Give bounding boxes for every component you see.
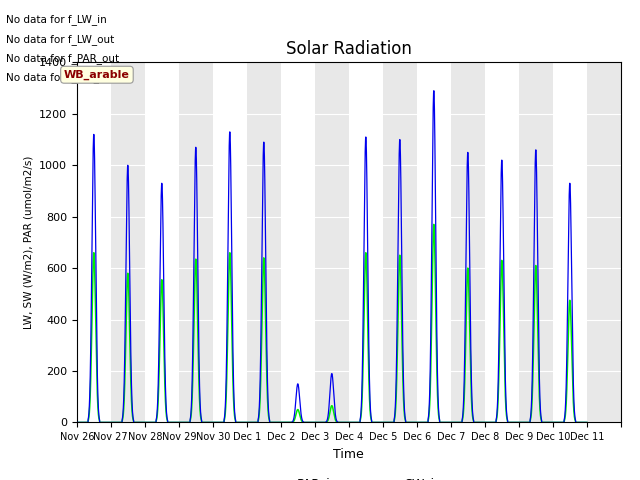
PAR_in <box>399 309 406 315</box>
PAR_in <box>430 88 438 94</box>
PAR_in <box>73 420 81 425</box>
Bar <box>212 62 247 422</box>
SW_in <box>456 420 464 425</box>
X-axis label: Time: Time <box>333 448 364 461</box>
SW_in <box>73 420 81 425</box>
Text: WB_arable: WB_arable <box>64 70 130 80</box>
Bar <box>349 62 383 422</box>
Text: No data for f_SW_out: No data for f_SW_out <box>6 72 116 83</box>
Bar <box>485 62 519 422</box>
Bar <box>553 62 587 422</box>
Y-axis label: LW, SW (W/m2), PAR (umol/m2/s): LW, SW (W/m2), PAR (umol/m2/s) <box>24 156 33 329</box>
Text: No data for f_LW_in: No data for f_LW_in <box>6 14 107 25</box>
PAR_in <box>100 420 108 425</box>
Bar <box>451 62 485 422</box>
Bar <box>77 62 111 422</box>
Bar <box>417 62 451 422</box>
Bar <box>315 62 349 422</box>
SW_in <box>470 420 478 425</box>
SW_in <box>483 420 490 425</box>
Line: PAR_in: PAR_in <box>77 91 587 422</box>
PAR_in <box>583 420 591 425</box>
PAR_in <box>456 420 464 425</box>
Bar <box>247 62 281 422</box>
SW_in <box>583 420 591 425</box>
PAR_in <box>470 420 478 425</box>
SW_in <box>100 420 108 425</box>
Bar <box>519 62 553 422</box>
Title: Solar Radiation: Solar Radiation <box>286 40 412 58</box>
Legend: PAR_in, SW_in: PAR_in, SW_in <box>250 472 447 480</box>
Text: No data for f_LW_out: No data for f_LW_out <box>6 34 115 45</box>
Text: No data for f_PAR_out: No data for f_PAR_out <box>6 53 120 64</box>
Line: SW_in: SW_in <box>77 225 587 422</box>
Bar <box>179 62 212 422</box>
Bar <box>145 62 179 422</box>
PAR_in <box>483 420 490 425</box>
SW_in <box>490 420 497 425</box>
SW_in <box>399 354 406 360</box>
PAR_in <box>490 420 497 425</box>
Bar <box>111 62 145 422</box>
Bar <box>281 62 315 422</box>
SW_in <box>430 222 438 228</box>
Bar <box>587 62 621 422</box>
Bar <box>383 62 417 422</box>
